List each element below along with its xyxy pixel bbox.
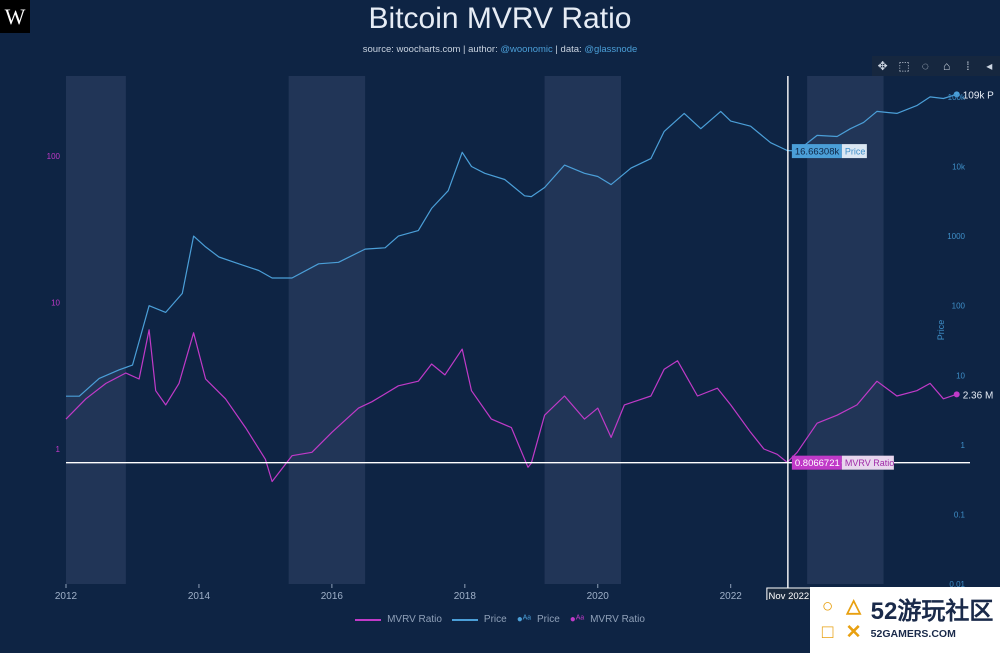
x-tick-label: 2018 — [454, 591, 477, 600]
x-tick-label: 2016 — [321, 591, 344, 600]
legend-item-mvrv-text[interactable]: ●ᴬᵃ MVRV Ratio — [570, 614, 645, 625]
shaded-period — [544, 76, 622, 584]
author-label: | author: — [460, 44, 501, 55]
woocharts-logo[interactable]: W — [0, 0, 30, 33]
legend-label: Price — [537, 614, 560, 625]
shaded-period — [288, 76, 366, 584]
home-icon[interactable]: ⌂ — [943, 59, 951, 73]
watermark-logo: ○ △ □ ✕ — [817, 596, 865, 644]
legend-label: MVRV Ratio — [590, 614, 645, 625]
watermark-domain: 52GAMERS.COM — [870, 628, 956, 640]
legend-label: Price — [483, 614, 507, 625]
right-tick-label: 100k — [948, 93, 966, 102]
price-end-point — [953, 91, 960, 98]
hover-mvrv-value: 0.8066721 — [795, 458, 840, 469]
spike-lines-icon[interactable]: ⁞ — [966, 59, 970, 73]
right-tick-label: 0.01 — [949, 580, 965, 589]
left-tick-label: 100 — [47, 152, 61, 161]
mvrv-end-label: 2.36 M — [963, 390, 994, 401]
left-tick-label: 1 — [56, 445, 61, 454]
legend: MVRV Ratio Price ●ᴬᵃ Price ●ᴬᵃ MVRV Ratio — [0, 614, 1000, 625]
hover-mvrv-value-box — [791, 455, 842, 470]
box-select-icon[interactable]: ⬚ — [898, 59, 910, 73]
right-tick-label: 0.1 — [954, 510, 966, 519]
right-tick-label: 10k — [952, 163, 966, 172]
chart-toolbar: ✥ ⬚ ◌ ⌂ ⁞ ◂ — [872, 56, 1000, 76]
lasso-icon[interactable]: ◌ — [921, 59, 929, 73]
watermark-brand: 52游玩社区 — [870, 598, 994, 625]
legend-label: MVRV Ratio — [387, 614, 442, 625]
text-marker-icon: ●ᴬᵃ — [569, 614, 585, 625]
cross-icon: ✕ — [845, 622, 862, 643]
x-tick-label: 2012 — [55, 591, 78, 600]
hover-price-value-box — [791, 144, 842, 159]
compare-icon[interactable]: ◂ — [986, 59, 993, 73]
x-tick-label: 2020 — [587, 591, 610, 600]
circle-icon: ○ — [821, 596, 834, 617]
chart-title: Bitcoin MVRV Ratio — [368, 2, 632, 35]
hover-mvrv-name-box — [841, 455, 894, 470]
legend-item-mvrv-line[interactable]: MVRV Ratio — [355, 614, 442, 625]
price-line — [66, 93, 957, 397]
watermark-badge: ○ △ □ ✕ 52游玩社区 52GAMERS.COM — [810, 587, 1000, 653]
mvrv-line — [65, 329, 957, 483]
x-tick-label: 2022 — [720, 591, 743, 600]
right-tick-label: 100 — [952, 302, 966, 311]
source-label: source: — [362, 44, 397, 55]
right-tick-label: 10 — [956, 371, 965, 380]
hover-price-name: Price — [845, 147, 866, 157]
square-icon: □ — [821, 622, 834, 643]
left-tick-label: 10 — [51, 298, 60, 307]
shaded-period — [807, 76, 884, 584]
x-tick-label: 2014 — [188, 591, 211, 600]
mvrv-end-point — [953, 391, 960, 398]
data-label: | data: — [552, 44, 585, 55]
text-marker-icon: ●ᴬᵃ — [516, 614, 531, 625]
triangle-icon: △ — [846, 596, 861, 617]
shaded-period — [66, 76, 126, 584]
right-tick-label: 1 — [961, 441, 966, 450]
legend-item-price-line[interactable]: Price — [451, 614, 507, 625]
move-icon[interactable]: ✥ — [877, 59, 888, 73]
source-site[interactable]: woocharts.com — [396, 44, 461, 55]
right-axis-label: Price — [936, 320, 946, 341]
hover-price-value: 16.66308k — [795, 147, 840, 158]
hover-price-name-box — [841, 144, 867, 159]
author-link[interactable]: @woonomic — [500, 44, 553, 55]
right-tick-label: 1000 — [947, 232, 965, 241]
chart-area[interactable]: 109k P 2.36 M 2012 2014 2016 2018 2020 2022 0.0… — [0, 0, 1000, 600]
data-source-link[interactable]: @glassnode — [584, 44, 638, 55]
hover-x-label: Nov 2022 — [769, 591, 810, 600]
hover-mvrv-name: MVRV Ratio — [845, 458, 894, 468]
legend-item-price-text[interactable]: ●ᴬᵃ Price — [517, 614, 560, 625]
source-line: source: woocharts.com | author: @woonomi… — [0, 44, 1000, 55]
price-end-label: 109k P — [963, 90, 994, 101]
